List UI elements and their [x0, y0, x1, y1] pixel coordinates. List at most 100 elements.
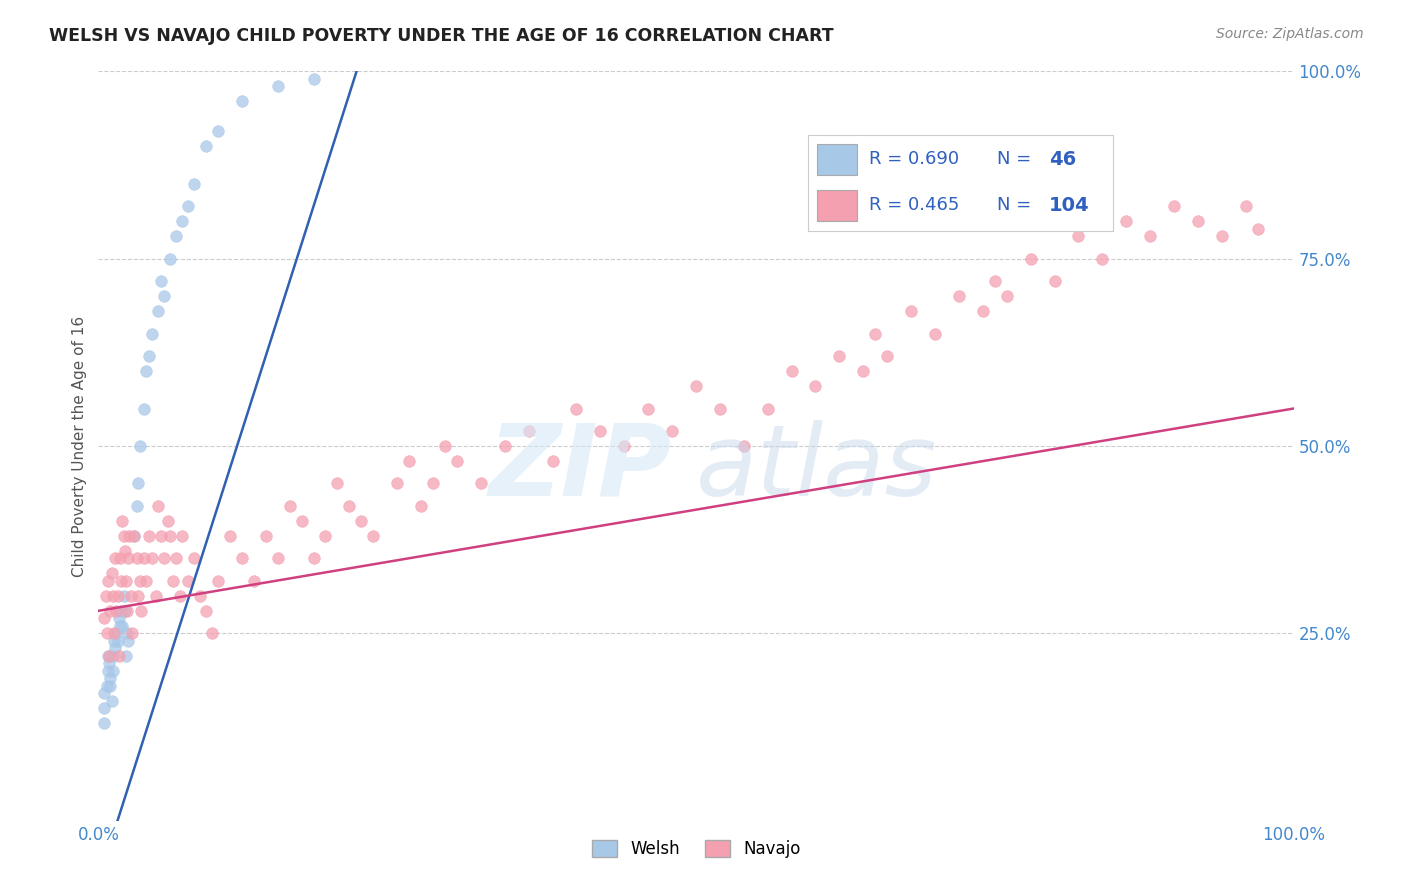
Point [129, 574, 152, 588]
Point [201, 626, 224, 640]
Point [153, 289, 176, 303]
Point [1043, 274, 1066, 288]
Point [118, 529, 141, 543]
Point [103, 633, 125, 648]
Point [1019, 252, 1042, 266]
Point [195, 139, 218, 153]
Point [93, 686, 115, 700]
Point [141, 551, 163, 566]
Point [111, 514, 134, 528]
Point [422, 476, 444, 491]
Point [709, 401, 731, 416]
Point [434, 439, 457, 453]
Point [97, 648, 120, 663]
Point [162, 574, 184, 588]
Point [411, 499, 433, 513]
Text: 46: 46 [1049, 150, 1076, 169]
Point [115, 574, 138, 588]
Point [865, 326, 887, 341]
Point [398, 454, 420, 468]
Point [804, 379, 827, 393]
Point [156, 514, 179, 528]
Point [110, 574, 132, 588]
Point [278, 499, 301, 513]
Point [207, 124, 229, 138]
Point [254, 529, 277, 543]
Point [948, 289, 970, 303]
Point [138, 349, 160, 363]
Text: ZIP: ZIP [489, 420, 672, 517]
Point [172, 214, 194, 228]
Point [93, 716, 115, 731]
Point [121, 626, 143, 640]
Point [96, 626, 118, 640]
Point [350, 514, 373, 528]
Point [110, 604, 132, 618]
Point [1187, 214, 1209, 228]
Point [107, 611, 129, 625]
Point [97, 574, 120, 588]
Point [153, 551, 176, 566]
Point [315, 529, 337, 543]
Point [1091, 252, 1114, 266]
Point [231, 95, 253, 109]
Text: N =: N = [997, 196, 1036, 214]
Point [117, 551, 139, 566]
Point [100, 566, 122, 581]
Point [100, 694, 122, 708]
Point [876, 349, 898, 363]
Point [124, 529, 146, 543]
Point [302, 71, 325, 86]
Point [1115, 214, 1137, 228]
Point [148, 304, 170, 318]
Point [107, 633, 129, 648]
Point [98, 671, 122, 685]
Point [145, 589, 167, 603]
Point [326, 476, 349, 491]
Text: Source: ZipAtlas.com: Source: ZipAtlas.com [1216, 27, 1364, 41]
Point [231, 551, 253, 566]
Point [111, 619, 134, 633]
Point [517, 424, 540, 438]
Point [363, 529, 385, 543]
Point [104, 641, 127, 656]
Point [135, 364, 157, 378]
Point [661, 424, 683, 438]
Point [541, 454, 564, 468]
Point [924, 326, 946, 341]
Point [117, 633, 139, 648]
Point [98, 657, 121, 671]
Point [104, 551, 127, 566]
Point [149, 274, 172, 288]
Point [637, 401, 659, 416]
Legend: Welsh, Navajo: Welsh, Navajo [585, 833, 807, 864]
Point [984, 274, 1007, 288]
Text: R = 0.690: R = 0.690 [869, 150, 959, 168]
Text: atlas: atlas [696, 420, 938, 517]
Point [97, 664, 120, 678]
Point [183, 551, 205, 566]
Point [733, 439, 755, 453]
Point [148, 499, 170, 513]
Point [780, 364, 803, 378]
Point [101, 648, 124, 663]
Point [613, 439, 636, 453]
Point [93, 701, 115, 715]
Point [129, 439, 152, 453]
Point [165, 229, 187, 244]
Point [125, 499, 148, 513]
Point [267, 79, 290, 94]
Point [207, 574, 229, 588]
Point [124, 529, 146, 543]
Point [107, 648, 129, 663]
Point [135, 574, 157, 588]
Point [470, 476, 492, 491]
Point [98, 604, 122, 618]
Point [302, 551, 325, 566]
Point [446, 454, 468, 468]
Text: R = 0.465: R = 0.465 [869, 196, 959, 214]
Point [165, 551, 187, 566]
Y-axis label: Child Poverty Under the Age of 16: Child Poverty Under the Age of 16 [72, 316, 87, 576]
Point [141, 326, 163, 341]
Point [177, 199, 200, 213]
